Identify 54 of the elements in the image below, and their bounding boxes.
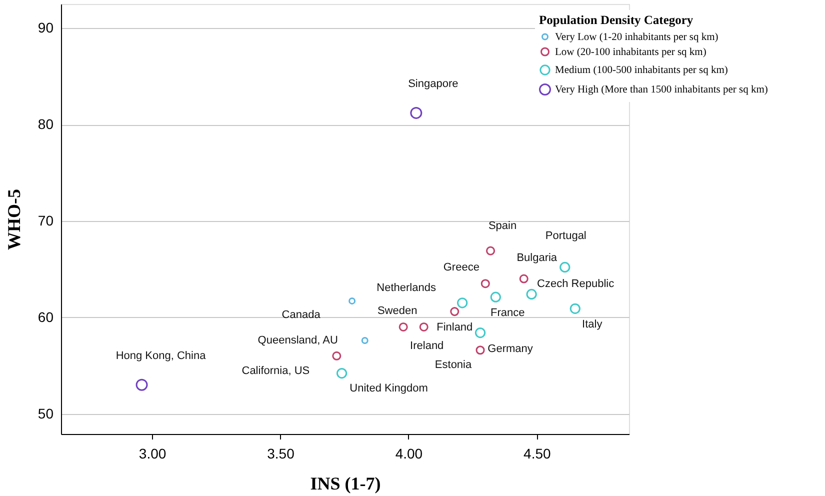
annotation: Germany [488, 342, 534, 355]
y-tick-label: 80 [38, 116, 54, 132]
annotation: Hong Kong, China [116, 350, 207, 362]
legend-label: Medium (100-500 inhabitants per sq km) [555, 65, 728, 76]
annotation: Canada [282, 308, 322, 321]
point [336, 368, 348, 379]
annotation: Estonia [434, 359, 472, 372]
point [419, 322, 428, 332]
annotation: Ireland [410, 340, 444, 352]
annotation: Portugal [545, 230, 586, 242]
legend-title: Population Density Category [539, 13, 694, 27]
annotation: Czech Republic [537, 278, 615, 290]
legend-label: Very Low (1-20 inhabitants per sq km) [555, 32, 719, 43]
point [560, 262, 570, 273]
point [332, 351, 342, 360]
point [348, 297, 356, 304]
point [398, 322, 408, 332]
annotation: Sweden [377, 304, 418, 317]
point [480, 279, 490, 288]
point [490, 292, 501, 302]
point [526, 288, 537, 300]
y-tick-label: 70 [38, 212, 54, 228]
y-axis-title: WHO-5 [4, 189, 24, 250]
annotation: Bulgaria [516, 252, 558, 264]
point [570, 303, 580, 314]
point [476, 346, 485, 355]
annotation: Singapore [408, 78, 458, 90]
x-tick-label: 3.50 [267, 446, 295, 462]
annotation: Netherlands [376, 282, 436, 294]
annotation: Spain [488, 220, 517, 232]
annotation: France [490, 307, 525, 320]
x-tick-label: 3.00 [138, 446, 166, 462]
point [361, 336, 368, 344]
legend-label: Very High (More than 1500 inhabitants per sq km) [555, 84, 768, 96]
x-axis-title: INS (1-7) [310, 474, 381, 494]
annotation: California, US [242, 364, 310, 377]
point [474, 327, 486, 338]
point [519, 274, 528, 284]
x-tick-label: 4.00 [395, 446, 423, 462]
annotation: Greece [443, 262, 480, 274]
annotation: Italy [582, 318, 603, 331]
annotation: Finland [436, 322, 473, 334]
y-tick-label: 90 [38, 20, 54, 36]
x-tick-label: 4.50 [524, 446, 552, 462]
point [136, 378, 148, 391]
point [410, 106, 422, 119]
y-tick-label: 60 [38, 308, 54, 325]
annotation: Queensland, AU [258, 334, 338, 346]
point [486, 246, 496, 256]
point [457, 298, 468, 308]
annotation: United Kingdom [350, 382, 428, 394]
point [450, 307, 460, 316]
y-tick-label: 50 [38, 405, 54, 422]
legend-label: Low (20-100 inhabitants per sq km) [555, 46, 707, 58]
